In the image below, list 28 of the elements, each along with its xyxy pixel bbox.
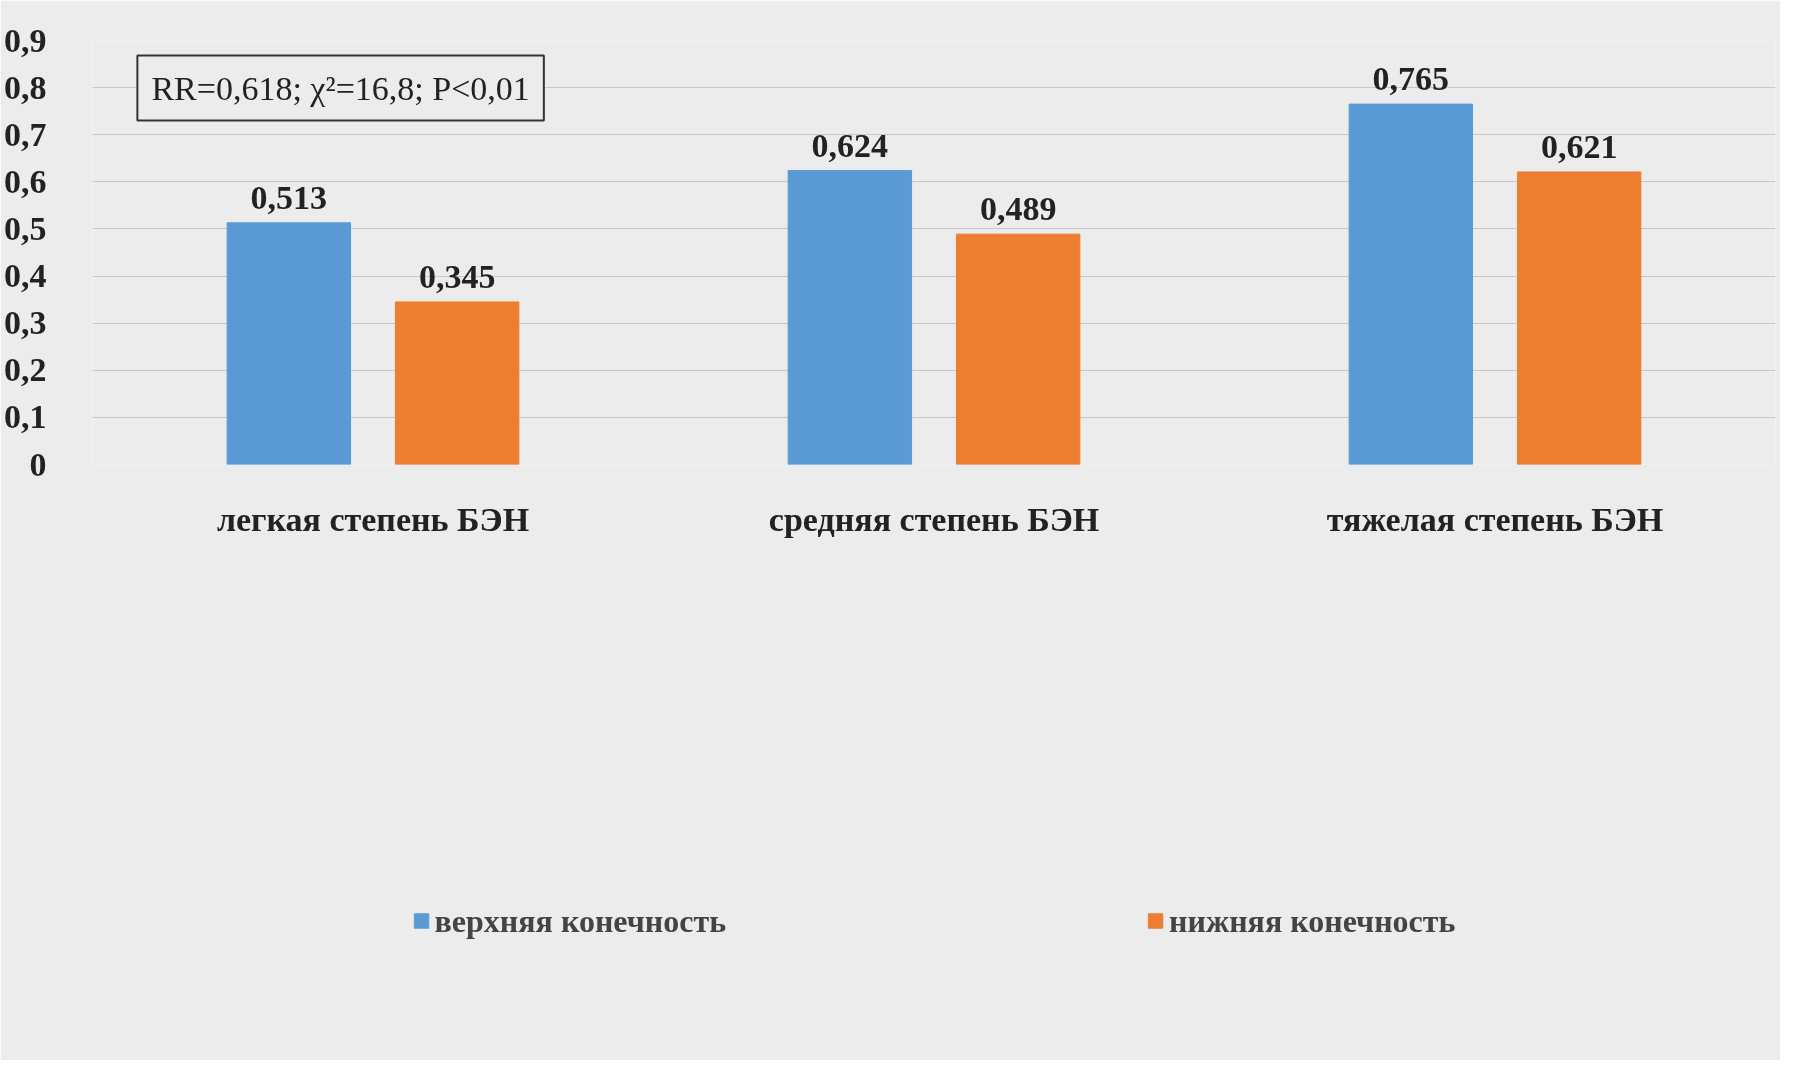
- annotation: RR=0,618; χ²=16,8; P<0,01: [151, 69, 530, 107]
- x-tick-label: тяжелая степень БЭН: [1326, 500, 1664, 538]
- bar: [226, 222, 352, 465]
- data-label: 0,513: [250, 178, 328, 216]
- y-tick-label: 0,5: [4, 209, 47, 247]
- data-label: 0,765: [1372, 60, 1450, 98]
- y-tick-label: 0,1: [4, 398, 47, 436]
- legend-label: верхняя конечность: [434, 902, 727, 940]
- x-tick-label: средняя степень БЭН: [768, 500, 1100, 538]
- y-tick-label: 0,2: [4, 351, 47, 389]
- y-tick-label: 0,9: [4, 21, 47, 59]
- data-label: 0,621: [1540, 127, 1618, 165]
- y-tick-label: 0,7: [4, 115, 47, 153]
- data-label: 0,345: [418, 257, 496, 295]
- legend-label: нижняя конечность: [1169, 902, 1456, 940]
- bar: [787, 170, 913, 465]
- y-tick-label: 0: [29, 445, 47, 483]
- bar: [1516, 171, 1642, 465]
- y-tick-label: 0,6: [4, 162, 47, 200]
- bar: [394, 301, 520, 465]
- x-tick-label: легкая степень БЭН: [216, 500, 530, 538]
- y-tick-label: 0,3: [4, 304, 47, 342]
- data-label: 0,489: [979, 190, 1057, 228]
- bar: [1348, 103, 1474, 465]
- bar: [955, 233, 1081, 465]
- y-tick-label: 0,8: [4, 68, 47, 106]
- y-tick-label: 0,4: [4, 257, 47, 295]
- data-label: 0,624: [811, 126, 889, 164]
